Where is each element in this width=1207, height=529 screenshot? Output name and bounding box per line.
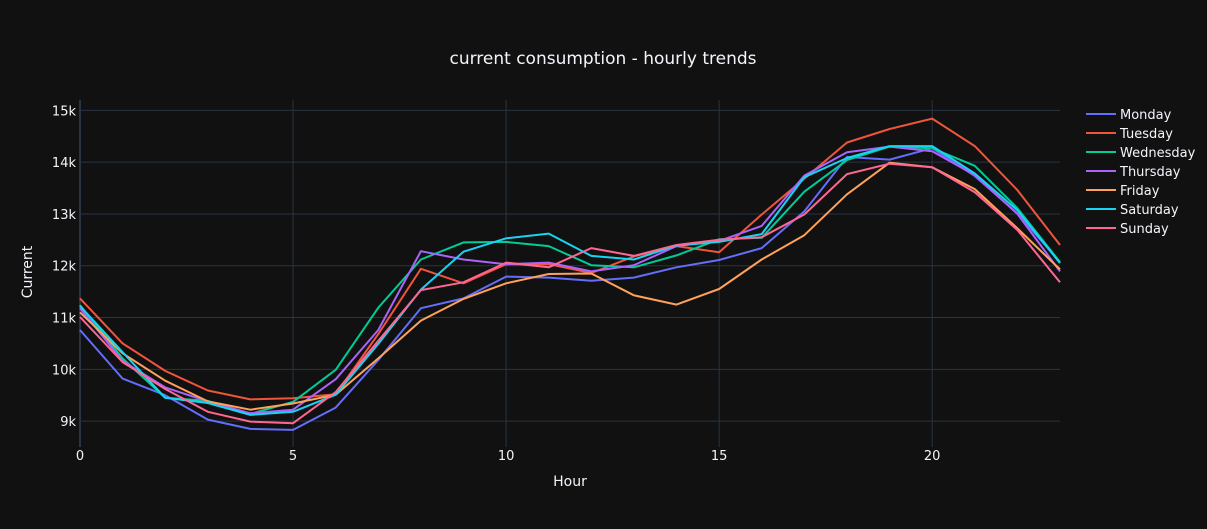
- legend: Monday Tuesday Wednesday Thursday Friday Satu…: [1086, 108, 1196, 237]
- x-tick-label: 10: [498, 449, 515, 464]
- legend-item-thursday[interactable]: Thursday: [1086, 165, 1181, 180]
- legend-item-monday[interactable]: Monday: [1086, 108, 1172, 123]
- y-tick-label: 12k: [52, 260, 77, 275]
- x-tick-label: 15: [711, 449, 728, 464]
- y-tick-label: 14k: [52, 156, 77, 171]
- legend-label: Saturday: [1120, 203, 1179, 218]
- y-tick-label: 10k: [52, 363, 77, 378]
- legend-label: Sunday: [1120, 222, 1169, 237]
- legend-item-sunday[interactable]: Sunday: [1086, 222, 1169, 237]
- legend-item-tuesday[interactable]: Tuesday: [1086, 127, 1173, 142]
- series-line-monday[interactable]: [79, 147, 1061, 431]
- x-tick-label: 0: [76, 449, 84, 464]
- y-tick-label: 13k: [52, 208, 77, 223]
- legend-label: Friday: [1120, 184, 1160, 199]
- series-line-sunday[interactable]: [79, 162, 1061, 425]
- legend-label: Wednesday: [1120, 146, 1196, 161]
- series-line-tuesday[interactable]: [79, 117, 1061, 401]
- x-axis-title: Hour: [553, 474, 587, 490]
- gridlines: [79, 100, 1060, 447]
- y-tick-label: 9k: [60, 415, 76, 430]
- y-tick-label: 11k: [52, 312, 77, 327]
- axes: 9k 10k 11k 12k 13k 14k 15k 0 5 10 15 20: [52, 104, 941, 464]
- series-line-saturday[interactable]: [79, 145, 1061, 416]
- series-lines: [79, 117, 1061, 431]
- legend-label: Thursday: [1119, 165, 1181, 180]
- legend-label: Monday: [1120, 108, 1172, 123]
- series-line-thursday[interactable]: [79, 145, 1061, 415]
- x-tick-label: 20: [924, 449, 941, 464]
- legend-item-friday[interactable]: Friday: [1086, 184, 1160, 199]
- y-tick-label: 15k: [52, 104, 77, 119]
- legend-label: Tuesday: [1119, 127, 1173, 142]
- legend-item-wednesday[interactable]: Wednesday: [1086, 146, 1196, 161]
- y-axis-title: Current: [20, 245, 36, 298]
- x-tick-label: 5: [289, 449, 297, 464]
- legend-item-saturday[interactable]: Saturday: [1086, 203, 1179, 218]
- chart-title: current consumption - hourly trends: [449, 49, 756, 69]
